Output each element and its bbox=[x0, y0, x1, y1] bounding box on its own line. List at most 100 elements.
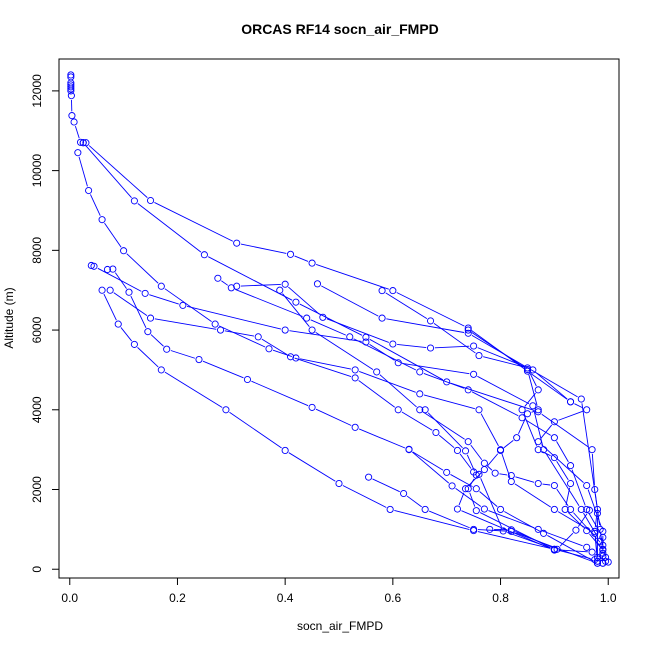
data-point bbox=[67, 71, 75, 79]
series-line-segment bbox=[78, 156, 88, 187]
series-line-segment bbox=[310, 319, 347, 336]
data-point bbox=[491, 469, 499, 477]
series-line-segment bbox=[218, 325, 266, 348]
series-line-segment bbox=[542, 483, 551, 486]
series-line-segment bbox=[470, 444, 483, 461]
series-line-segment bbox=[487, 465, 493, 471]
data-point bbox=[109, 265, 117, 273]
series-line-segment bbox=[120, 327, 133, 342]
series-line-segment bbox=[541, 444, 584, 483]
series-line-segment bbox=[524, 392, 536, 407]
data-point bbox=[464, 324, 472, 332]
data-point bbox=[106, 286, 114, 294]
series-line-segment bbox=[450, 474, 473, 488]
series-line-segment bbox=[130, 295, 147, 328]
data-point bbox=[98, 216, 106, 224]
data-point bbox=[561, 505, 569, 513]
data-point bbox=[103, 265, 112, 274]
series-10 bbox=[276, 286, 607, 549]
data-point bbox=[480, 505, 488, 513]
data-point bbox=[308, 259, 316, 267]
series-line-segment bbox=[235, 288, 303, 317]
data-point bbox=[281, 446, 289, 454]
series-line-segment bbox=[369, 343, 395, 361]
series-line-segment bbox=[240, 283, 281, 287]
data-point bbox=[67, 83, 75, 91]
y-axis: 0 2000 4000 6000 8000 10000 12000 bbox=[30, 74, 60, 573]
data-point bbox=[599, 546, 607, 554]
series-line-segment bbox=[386, 318, 465, 333]
data-point bbox=[211, 320, 219, 328]
data-point bbox=[599, 533, 607, 541]
data-point bbox=[601, 557, 610, 565]
series-6 bbox=[98, 286, 607, 567]
series-line-segment bbox=[483, 356, 524, 368]
data-point bbox=[566, 398, 575, 406]
data-point bbox=[534, 406, 542, 414]
data-point bbox=[98, 286, 106, 294]
series-line-segment bbox=[170, 350, 196, 359]
series-line-segment bbox=[594, 535, 598, 554]
series-line-segment bbox=[565, 487, 571, 506]
data-point bbox=[593, 557, 602, 565]
data-point bbox=[550, 505, 558, 513]
series-line-segment bbox=[515, 476, 535, 483]
data-point bbox=[82, 139, 90, 147]
y-axis-label: Altitude (m) bbox=[2, 287, 16, 348]
data-point bbox=[222, 406, 230, 414]
series-line-segment bbox=[479, 491, 498, 507]
data-point bbox=[276, 286, 284, 294]
series-line-segment bbox=[358, 380, 396, 408]
y-tick-label: 10000 bbox=[30, 154, 44, 188]
data-point bbox=[534, 525, 542, 533]
series-line-segment bbox=[540, 424, 553, 439]
series-line-segment bbox=[525, 419, 551, 436]
series-line-segment bbox=[567, 512, 584, 528]
series-17 bbox=[486, 506, 602, 565]
series-line-segment bbox=[438, 434, 455, 449]
series-4 bbox=[87, 261, 607, 557]
data-point bbox=[281, 326, 289, 334]
series-line-segment bbox=[581, 403, 598, 506]
data-point bbox=[405, 445, 413, 453]
data-point bbox=[74, 149, 82, 157]
series-line-segment bbox=[535, 372, 568, 400]
data-point bbox=[475, 352, 483, 360]
data-point bbox=[386, 505, 394, 513]
series-line-segment bbox=[455, 488, 482, 507]
data-point bbox=[254, 333, 262, 341]
data-point bbox=[550, 481, 558, 490]
series-line-segment bbox=[556, 461, 569, 481]
series-5 bbox=[103, 265, 602, 567]
series-line-segment bbox=[251, 380, 309, 407]
series-line-segment bbox=[149, 294, 179, 305]
series-line-segment bbox=[401, 411, 433, 431]
data-point bbox=[464, 485, 472, 493]
series-line-segment bbox=[126, 253, 159, 284]
data-point bbox=[421, 406, 429, 414]
data-point bbox=[70, 118, 78, 126]
data-point bbox=[464, 326, 472, 334]
data-point bbox=[572, 526, 580, 534]
series-line-segment bbox=[97, 267, 142, 292]
series-line-segment bbox=[530, 373, 568, 400]
series-line-segment bbox=[471, 332, 525, 368]
data-point bbox=[461, 485, 470, 493]
series-15 bbox=[405, 445, 591, 551]
data-point bbox=[566, 505, 575, 513]
data-point bbox=[351, 366, 359, 374]
data-point bbox=[583, 406, 591, 414]
data-point bbox=[585, 506, 593, 514]
data-point bbox=[146, 314, 155, 322]
series-line-segment bbox=[427, 412, 463, 449]
series-line-segment bbox=[591, 453, 595, 486]
data-point bbox=[313, 280, 322, 288]
data-point bbox=[583, 527, 591, 535]
series-line-segment bbox=[353, 338, 417, 371]
data-point bbox=[461, 447, 470, 455]
data-point bbox=[470, 525, 478, 533]
series-line-segment bbox=[137, 203, 202, 253]
data-point bbox=[130, 340, 138, 348]
series-line-segment bbox=[103, 293, 117, 321]
